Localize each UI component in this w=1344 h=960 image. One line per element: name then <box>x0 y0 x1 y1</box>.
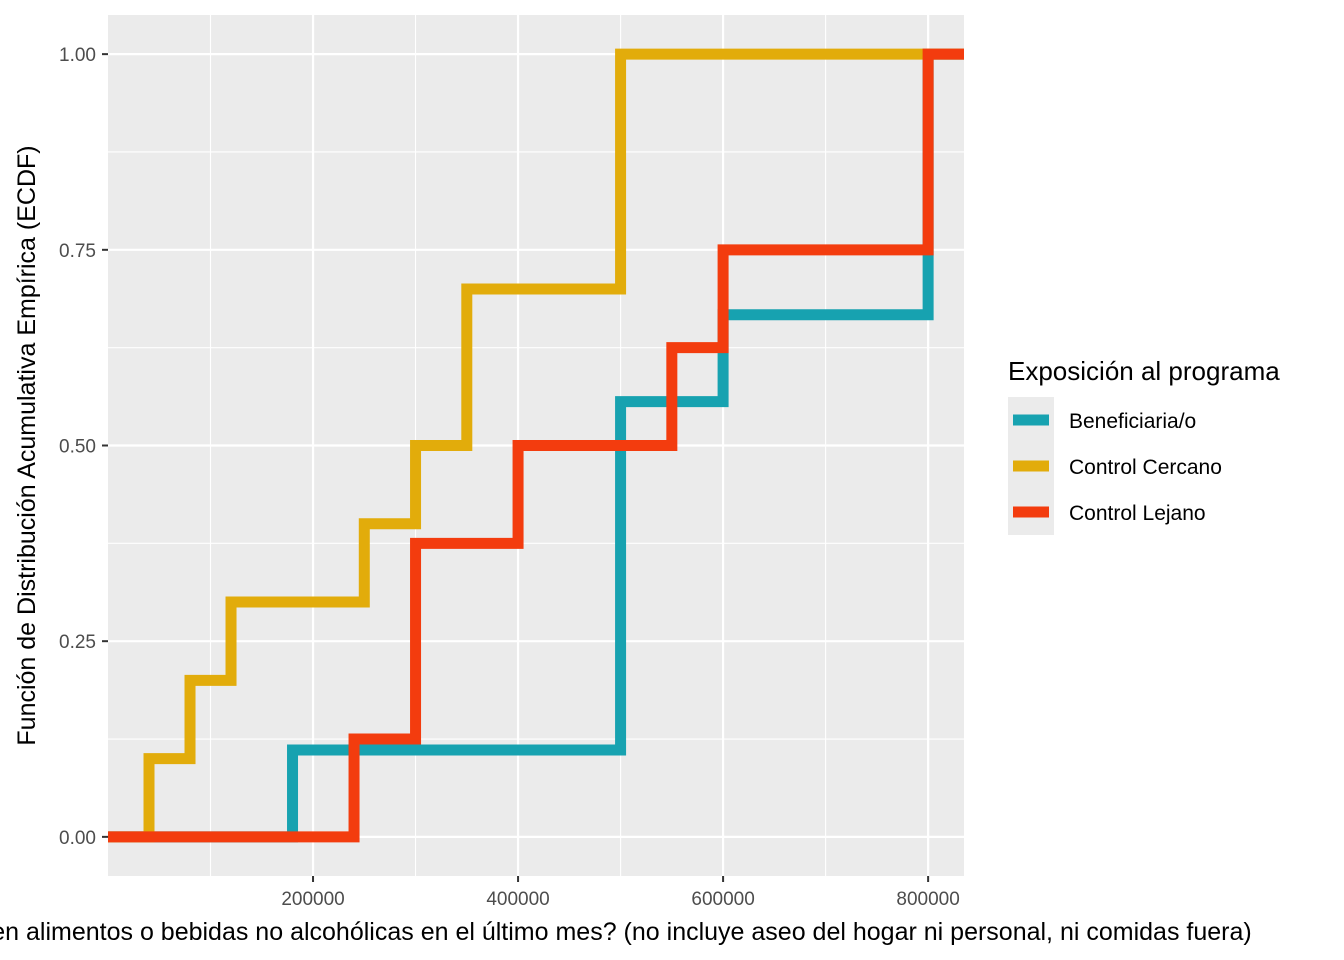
y-tick-label: 0.25 <box>59 632 96 653</box>
series-layer <box>108 48 964 843</box>
x-tick-label: 600000 <box>691 889 754 910</box>
x-axis-title: ¿Cuánto gastó en alimentos o bebidas no … <box>0 918 1252 946</box>
y-tick-label: 0.75 <box>59 241 96 262</box>
x-tick-label: 200000 <box>281 889 344 910</box>
legend-label: Beneficiaria/o <box>1069 410 1196 433</box>
legend-items: Beneficiaria/o Control Cercano Control Lej… <box>1008 397 1222 535</box>
x-tick-label: 400000 <box>486 889 549 910</box>
series-line-control-lejano <box>108 48 964 843</box>
series-line-control-cercano <box>108 48 964 843</box>
x-axis: 200000 400000 600000 800000 <box>281 876 960 910</box>
legend-label: Control Cercano <box>1069 456 1222 479</box>
x-tick-label: 800000 <box>896 889 959 910</box>
y-tick-label: 0.00 <box>59 828 96 849</box>
y-tick-label: 1.00 <box>59 45 96 66</box>
legend-label: Control Lejano <box>1069 502 1206 525</box>
y-tick-label: 0.50 <box>59 437 96 458</box>
y-axis: 0.00 0.25 0.50 0.75 1.00 <box>59 45 108 849</box>
legend-title: Exposición al programa <box>1008 356 1280 386</box>
y-axis-title: Función de Distribución Acumulativa Empí… <box>13 145 41 745</box>
legend: Exposición al programa Beneficiaria/o Con… <box>1008 356 1280 535</box>
